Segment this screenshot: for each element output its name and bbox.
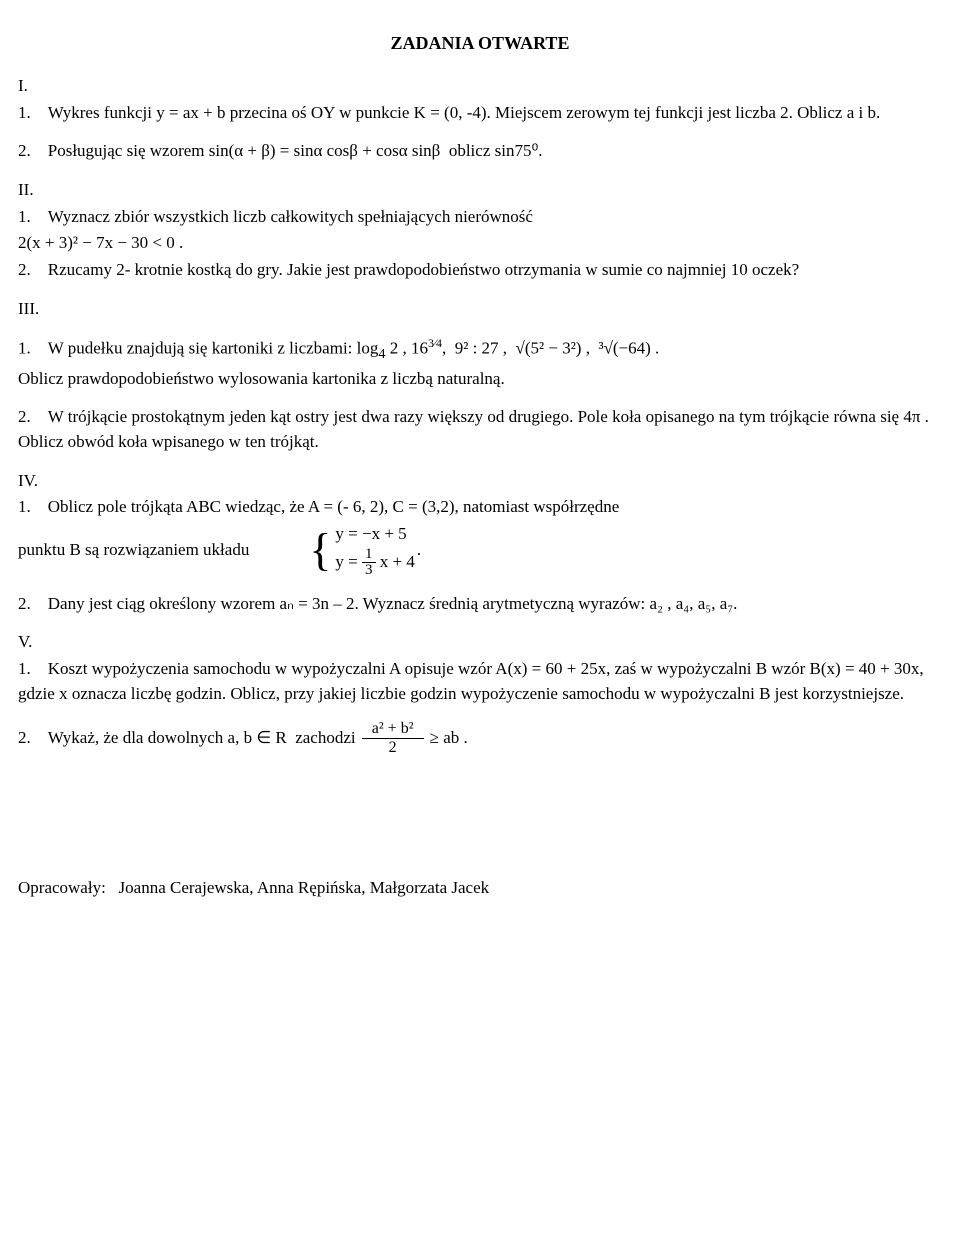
authors-footer: Opracowały: Joanna Cerajewska, Anna Rępi… xyxy=(18,876,942,901)
text-fragment: punktu B są rozwiązaniem układu xyxy=(18,538,249,563)
problem-II-1-line2: 2(x + 3)² − 7x − 30 < 0 . xyxy=(18,231,942,256)
section-3-header: III. xyxy=(18,297,942,322)
geq-ab: ≥ ab . xyxy=(430,726,468,751)
problem-IV-2: 2. Dany jest ciąg określony wzorem aₙ = … xyxy=(18,592,942,617)
problem-I-2: 2. Posługując się wzorem sin(α + β) = si… xyxy=(18,139,942,164)
section-1-header: I. xyxy=(18,74,942,99)
problem-IV-1-line1: 1. Oblicz pole trójkąta ABC wiedząc, że … xyxy=(18,495,942,520)
equation-2: y = 1 3 x + 4 xyxy=(335,547,414,578)
fraction-a2b2-2: a² + b² 2 xyxy=(362,720,424,756)
problem-II-2: 2. Rzucamy 2- krotnie kostką do gry. Jak… xyxy=(18,258,942,283)
problem-I-1: 1. Wykres funkcji y = ax + b przecina oś… xyxy=(18,101,942,126)
problem-V-1: 1. Koszt wypożyczenia samochodu w wypoży… xyxy=(18,657,942,706)
problem-III-1-line2: Oblicz prawdopodobieństwo wylosowania ka… xyxy=(18,367,942,392)
section-5-header: V. xyxy=(18,630,942,655)
fraction-numerator: a² + b² xyxy=(372,720,414,738)
superscript-3-over-4: 3⁄4 xyxy=(428,336,442,350)
text-fragment: 2. Wykaż, że dla dowolnych a, b ∈ R zach… xyxy=(18,726,356,751)
problem-V-2: 2. Wykaż, że dla dowolnych a, b ∈ R zach… xyxy=(18,720,942,756)
system-brace: { xyxy=(309,527,331,573)
fraction-numerator: 1 xyxy=(365,547,373,562)
fraction-denominator: 2 xyxy=(389,739,397,757)
problem-III-2: 2. W trójkącie prostokątnym jeden kąt os… xyxy=(18,405,942,454)
text-fragment: 2 , 16 xyxy=(385,339,428,358)
fraction-1-3: 1 3 xyxy=(362,547,376,578)
eq2-rhs: x + 4 xyxy=(380,550,415,575)
problem-III-1-line1: 1. W pudełku znajdują się kartoniki z li… xyxy=(18,335,942,365)
problem-IV-1-line2: punktu B są rozwiązaniem układu { y = −x… xyxy=(18,522,942,578)
section-2-header: II. xyxy=(18,178,942,203)
text-fragment: 1. W pudełku znajdują się kartoniki z li… xyxy=(18,339,378,358)
system-equations: y = −x + 5 y = 1 3 x + 4 xyxy=(335,522,414,578)
period: . xyxy=(417,538,421,563)
text-fragment: , 9² : 27 , √(5² − 3²) , ³√(−64) . xyxy=(442,339,659,358)
section-4-header: IV. xyxy=(18,469,942,494)
problem-II-1-line1: 1. Wyznacz zbiór wszystkich liczb całkow… xyxy=(18,205,942,230)
eq2-lhs: y = xyxy=(335,550,357,575)
page-title: ZADANIA OTWARTE xyxy=(18,30,942,56)
equation-1: y = −x + 5 xyxy=(335,522,414,547)
fraction-denominator: 3 xyxy=(365,563,373,578)
